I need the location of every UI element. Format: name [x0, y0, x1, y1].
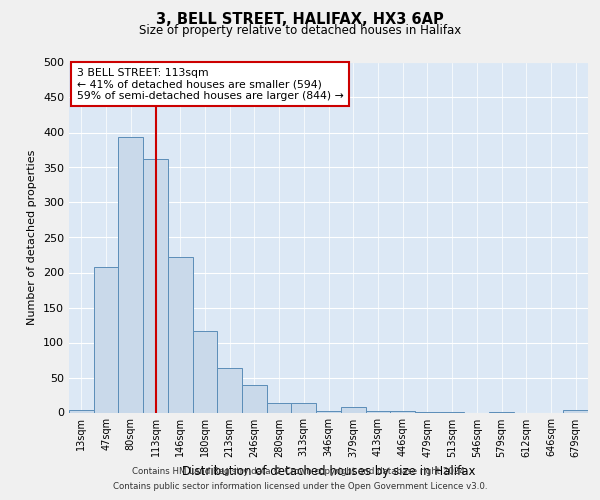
Bar: [563, 410, 588, 412]
Bar: [69, 410, 94, 412]
Bar: [143, 159, 168, 412]
Text: Contains HM Land Registry data © Crown copyright and database right 2024.: Contains HM Land Registry data © Crown c…: [132, 467, 468, 476]
Bar: [390, 411, 415, 412]
X-axis label: Distribution of detached houses by size in Halifax: Distribution of detached houses by size …: [182, 465, 475, 478]
Bar: [292, 404, 316, 412]
Text: 3, BELL STREET, HALIFAX, HX3 6AP: 3, BELL STREET, HALIFAX, HX3 6AP: [156, 12, 444, 28]
Bar: [94, 267, 118, 412]
Y-axis label: Number of detached properties: Number of detached properties: [28, 150, 37, 325]
Bar: [341, 407, 365, 412]
Bar: [118, 138, 143, 412]
Bar: [193, 330, 217, 412]
Bar: [217, 368, 242, 412]
Text: Contains public sector information licensed under the Open Government Licence v3: Contains public sector information licen…: [113, 482, 487, 491]
Text: Size of property relative to detached houses in Halifax: Size of property relative to detached ho…: [139, 24, 461, 37]
Bar: [316, 411, 341, 412]
Bar: [242, 384, 267, 412]
Text: 3 BELL STREET: 113sqm
← 41% of detached houses are smaller (594)
59% of semi-det: 3 BELL STREET: 113sqm ← 41% of detached …: [77, 68, 344, 101]
Bar: [168, 257, 193, 412]
Bar: [365, 411, 390, 412]
Bar: [267, 404, 292, 412]
